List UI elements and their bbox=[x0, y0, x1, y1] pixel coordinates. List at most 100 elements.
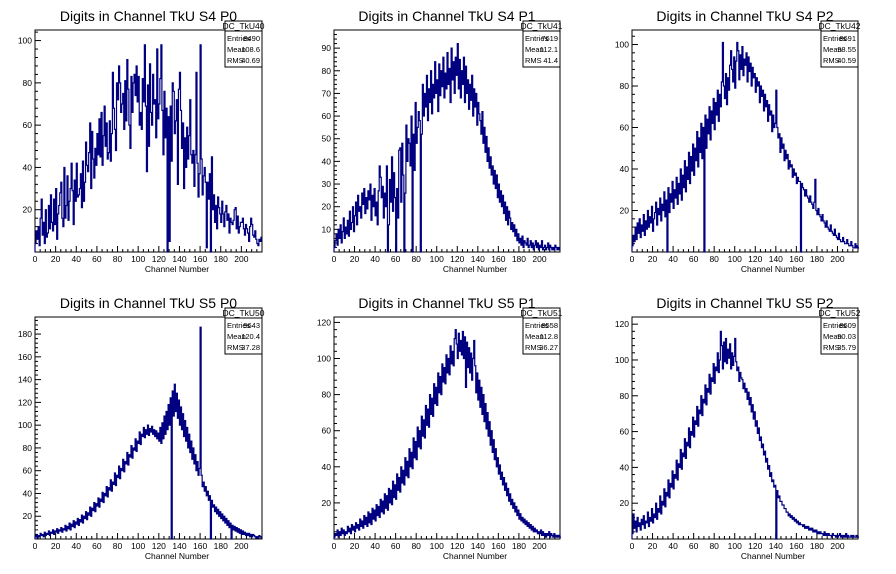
x-tick-label: 60 bbox=[689, 541, 699, 551]
y-tick-label: 100 bbox=[18, 36, 32, 46]
stats-value: 120.4 bbox=[241, 332, 260, 341]
y-tick-label: 120 bbox=[18, 397, 32, 407]
x-tick-label: 60 bbox=[92, 254, 102, 264]
y-tick-label: 120 bbox=[317, 317, 331, 327]
chart-title: Digits in Channel TkU S4 P1 bbox=[358, 8, 535, 24]
chart-title: Digits in Channel TkU S5 P2 bbox=[656, 295, 833, 311]
x-tick-label: 80 bbox=[113, 254, 123, 264]
stats-label: Mean bbox=[227, 332, 246, 341]
y-tick-label: 180 bbox=[18, 329, 32, 339]
histogram-line bbox=[333, 329, 562, 539]
y-tick-label: 80 bbox=[322, 390, 332, 400]
stats-box-frame bbox=[224, 20, 263, 68]
stats-label: Mean bbox=[227, 45, 246, 54]
stats-box-frame bbox=[820, 307, 859, 355]
stats-label: Entries bbox=[823, 34, 847, 43]
x-tick-label: 80 bbox=[709, 254, 719, 264]
x-tick-label: 120 bbox=[450, 541, 464, 551]
x-axis-label: Channel Number bbox=[145, 264, 209, 274]
y-tick-label: 40 bbox=[322, 156, 332, 166]
x-tick-label: 20 bbox=[350, 541, 360, 551]
y-tick-label: 80 bbox=[23, 443, 33, 453]
stats-value: 112.1 bbox=[540, 45, 558, 54]
x-tick-label: 60 bbox=[689, 254, 699, 264]
x-tick-label: 160 bbox=[193, 541, 207, 551]
stats-value: 8558 bbox=[541, 321, 558, 330]
x-tick-label: 80 bbox=[113, 541, 123, 551]
x-tick-label: 100 bbox=[131, 254, 145, 264]
x-tick-label: 100 bbox=[430, 254, 444, 264]
x-tick-label: 0 bbox=[332, 541, 337, 551]
x-tick-label: 180 bbox=[214, 541, 228, 551]
stats-value: 40.59 bbox=[837, 56, 856, 65]
x-tick-label: 0 bbox=[630, 541, 635, 551]
x-tick-label: 200 bbox=[234, 541, 248, 551]
x-tick-label: 160 bbox=[491, 541, 505, 551]
y-tick-label: 20 bbox=[322, 498, 332, 508]
x-tick-label: 120 bbox=[450, 254, 464, 264]
x-tick-label: 40 bbox=[370, 541, 380, 551]
stats-box-frame bbox=[224, 307, 263, 355]
x-tick-label: 180 bbox=[512, 541, 526, 551]
stats-value: 98.55 bbox=[837, 45, 856, 54]
stats-name: DC_TkU50 bbox=[222, 308, 264, 318]
x-tick-label: 60 bbox=[92, 541, 102, 551]
y-tick-label: 20 bbox=[23, 511, 33, 521]
y-tick-label: 100 bbox=[18, 420, 32, 430]
stats-label: Entries bbox=[227, 34, 251, 43]
x-tick-label: 40 bbox=[370, 254, 380, 264]
histogram-line bbox=[333, 42, 560, 253]
x-tick-label: 100 bbox=[131, 541, 145, 551]
stats-box-frame bbox=[522, 307, 561, 355]
stats-name: DC_TkU40 bbox=[222, 21, 264, 31]
x-tick-label: 200 bbox=[830, 254, 844, 264]
stats-name: DC_TkU51 bbox=[520, 308, 562, 318]
x-tick-label: 140 bbox=[769, 254, 783, 264]
stats-value: 7619 bbox=[541, 34, 558, 43]
x-axis-label: Channel Number bbox=[741, 551, 805, 561]
histogram-panel: Digits in Channel TkU S4 P1 0 20 40 60 80 100 1… bbox=[322, 8, 563, 274]
stats-label: Entries bbox=[227, 321, 251, 330]
y-tick-label: 60 bbox=[23, 466, 33, 476]
chart-title: Digits in Channel TkU S5 P0 bbox=[60, 295, 237, 311]
y-tick-label: 100 bbox=[615, 40, 629, 50]
x-tick-label: 60 bbox=[391, 541, 401, 551]
stats-value: 40.69 bbox=[241, 56, 260, 65]
stats-box-frame bbox=[522, 20, 561, 68]
histogram-panel: Digits in Channel TkU S5 P2 0 20 40 60 80 100 1… bbox=[615, 295, 861, 561]
x-tick-label: 200 bbox=[234, 254, 248, 264]
chart-title: Digits in Channel TkU S5 P1 bbox=[358, 295, 535, 311]
histogram-panel: Digits in Channel TkU S5 P1 0 20 40 60 80 100 1… bbox=[317, 295, 563, 561]
x-tick-label: 20 bbox=[51, 541, 61, 551]
y-tick-label: 90 bbox=[322, 43, 332, 53]
x-tick-label: 140 bbox=[471, 254, 485, 264]
x-tick-label: 100 bbox=[728, 254, 742, 264]
x-tick-label: 160 bbox=[789, 541, 803, 551]
y-tick-label: 100 bbox=[317, 354, 331, 364]
y-tick-label: 70 bbox=[322, 88, 332, 98]
stats-value: 108.6 bbox=[241, 45, 260, 54]
stats-label: RMS bbox=[227, 56, 244, 65]
x-tick-label: 0 bbox=[33, 254, 38, 264]
x-tick-label: 80 bbox=[709, 541, 719, 551]
x-tick-label: 120 bbox=[152, 254, 166, 264]
y-tick-label: 20 bbox=[620, 498, 630, 508]
x-axis-label: Channel Number bbox=[443, 264, 507, 274]
stats-box-frame bbox=[820, 20, 859, 68]
x-tick-label: 140 bbox=[172, 254, 186, 264]
stats-value: 37.28 bbox=[241, 343, 260, 352]
histogram-panel: Digits in Channel TkU S5 P0 0 20 40 60 80 100 1… bbox=[18, 295, 265, 561]
x-tick-label: 20 bbox=[648, 254, 658, 264]
x-tick-label: 180 bbox=[214, 254, 228, 264]
y-tick-label: 120 bbox=[615, 319, 629, 329]
stats-label: RMS bbox=[227, 343, 244, 352]
y-tick-label: 80 bbox=[620, 81, 630, 91]
x-tick-label: 0 bbox=[332, 254, 337, 264]
x-tick-label: 40 bbox=[72, 541, 82, 551]
stats-name: DC_TkU52 bbox=[818, 308, 860, 318]
y-tick-label: 40 bbox=[322, 462, 332, 472]
